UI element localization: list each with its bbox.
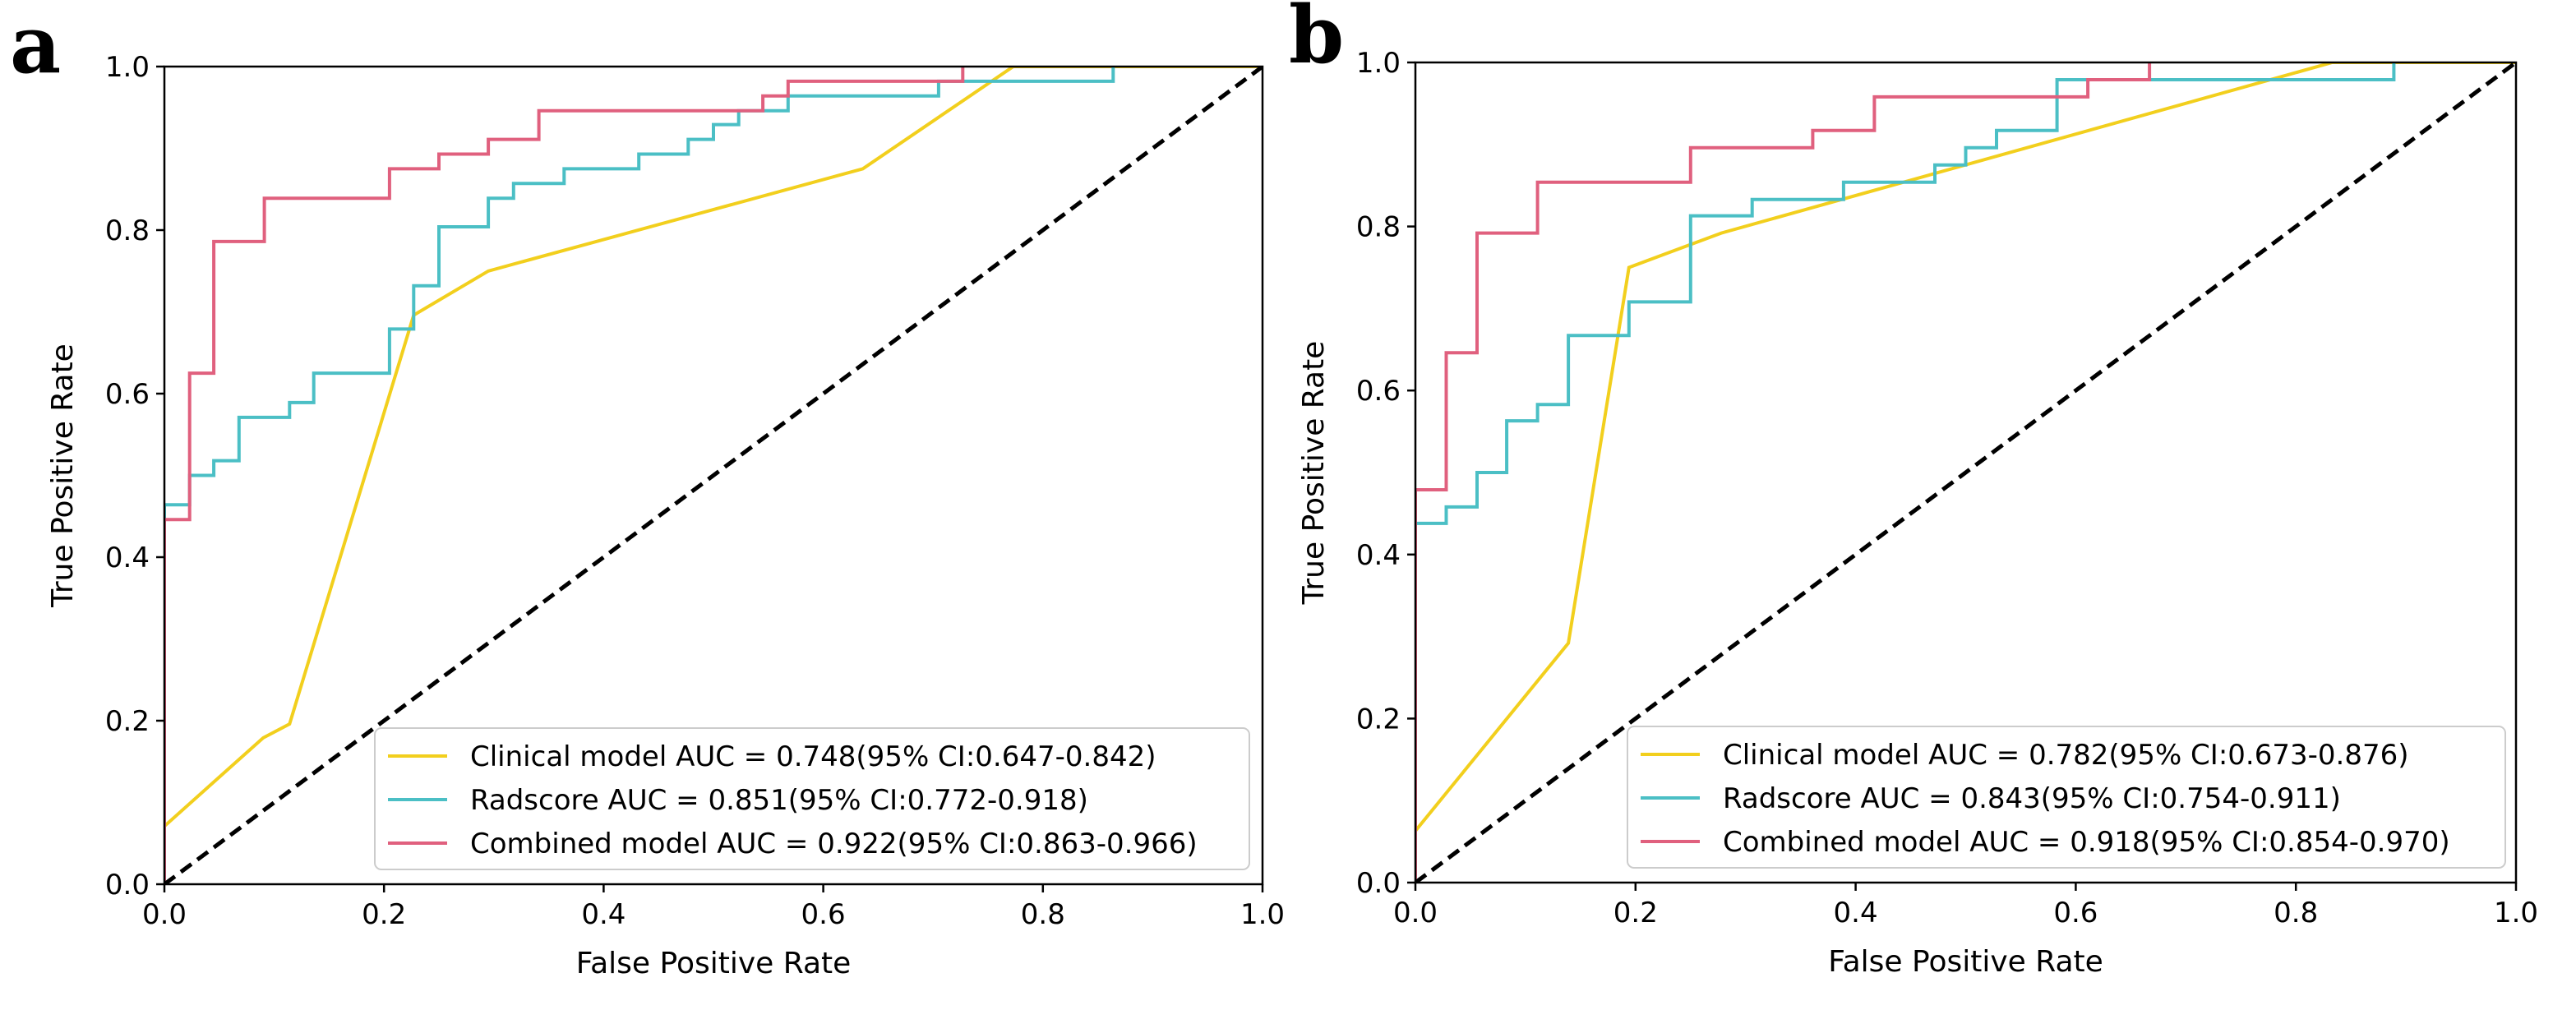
y-tick-label: 0.2 (1356, 703, 1401, 735)
x-tick-label: 0.6 (2053, 897, 2098, 929)
plot-frame (163, 65, 1264, 886)
x-tick-label: 0.4 (581, 898, 626, 931)
y-tick-label: 0.0 (1356, 867, 1401, 900)
x-tick-label: 0.4 (1834, 897, 1878, 929)
y-tick-label: 0.8 (105, 214, 150, 247)
legend: Clinical model AUC = 0.782(95% CI:0.673-… (1627, 726, 2506, 869)
legend-entry-clinical-model: Clinical model AUC = 0.782(95% CI:0.673-… (1723, 739, 2408, 772)
y-tick-label: 0.6 (105, 378, 150, 411)
y-tick-label: 0.4 (105, 542, 150, 574)
x-axis-label: False Positive Rate (576, 947, 852, 980)
radscore-roc-line (1415, 62, 2396, 883)
legend: Clinical model AUC = 0.748(95% CI:0.647-… (374, 727, 1250, 870)
series-group (164, 67, 1263, 884)
x-tick-label: 0.6 (801, 898, 846, 931)
y-tick-label: 0.6 (1356, 375, 1401, 408)
chance-roc-line (164, 67, 1263, 884)
y-tick-label: 0.8 (1356, 211, 1401, 244)
x-tick-label: 1.0 (2494, 897, 2538, 929)
y-tick-label: 0.2 (105, 705, 150, 738)
legend-box (1627, 726, 2506, 869)
series-group (1415, 62, 2516, 883)
legend-entry-combined-model: Combined model AUC = 0.922(95% CI:0.863-… (470, 828, 1198, 860)
x-tick-label: 1.0 (1240, 898, 1285, 931)
x-axis-label: False Positive Rate (1828, 945, 2103, 979)
legend-entry-radscore: Radscore AUC = 0.851(95% CI:0.772-0.918) (470, 784, 1088, 817)
legend-entry-radscore: Radscore AUC = 0.843(95% CI:0.754-0.911) (1723, 782, 2341, 815)
y-axis-label: True Positive Rate (46, 344, 80, 608)
legend-entry-clinical-model: Clinical model AUC = 0.748(95% CI:0.647-… (470, 740, 1156, 773)
x-tick-label: 0.0 (142, 898, 187, 931)
x-tick-label: 0.0 (1393, 897, 1438, 929)
x-tick-label: 0.2 (1613, 897, 1658, 929)
clinical-model-roc-line (1415, 62, 2516, 832)
x-tick-label: 0.2 (362, 898, 406, 931)
y-tick-label: 0.0 (105, 869, 150, 901)
x-tick-label: 0.8 (2274, 897, 2318, 929)
y-tick-label: 1.0 (1356, 47, 1401, 80)
roc-chart-panel-b: b 0.0 0.2 0.4 0.6 0.8 1.0 0.0 0.2 0.4 0.6 0.8 1.0 Fal… (1289, 0, 2538, 979)
chance-roc-line (1415, 62, 2516, 883)
combined-model-roc-line (1415, 62, 2152, 883)
clinical-model-roc-line (164, 67, 1263, 828)
plot-frame (1414, 61, 2518, 884)
legend-box (374, 727, 1250, 870)
y-tick-label: 1.0 (105, 51, 150, 84)
y-tick-label: 0.4 (1356, 539, 1401, 572)
roc-chart-panel-a: a 0.0 0.2 0.4 0.6 0.8 1.0 0.0 0.2 0.4 0.6 0.8 1.0 Fal… (10, 0, 1285, 980)
y-axis-label: True Positive Rate (1297, 341, 1331, 606)
combined-model-roc-line (164, 67, 965, 884)
panel-label: a (10, 0, 61, 91)
panel-label: b (1289, 0, 1344, 81)
x-tick-label: 0.8 (1021, 898, 1065, 931)
legend-entry-combined-model: Combined model AUC = 0.918(95% CI:0.854-… (1723, 826, 2450, 859)
radscore-roc-line (164, 67, 1115, 884)
